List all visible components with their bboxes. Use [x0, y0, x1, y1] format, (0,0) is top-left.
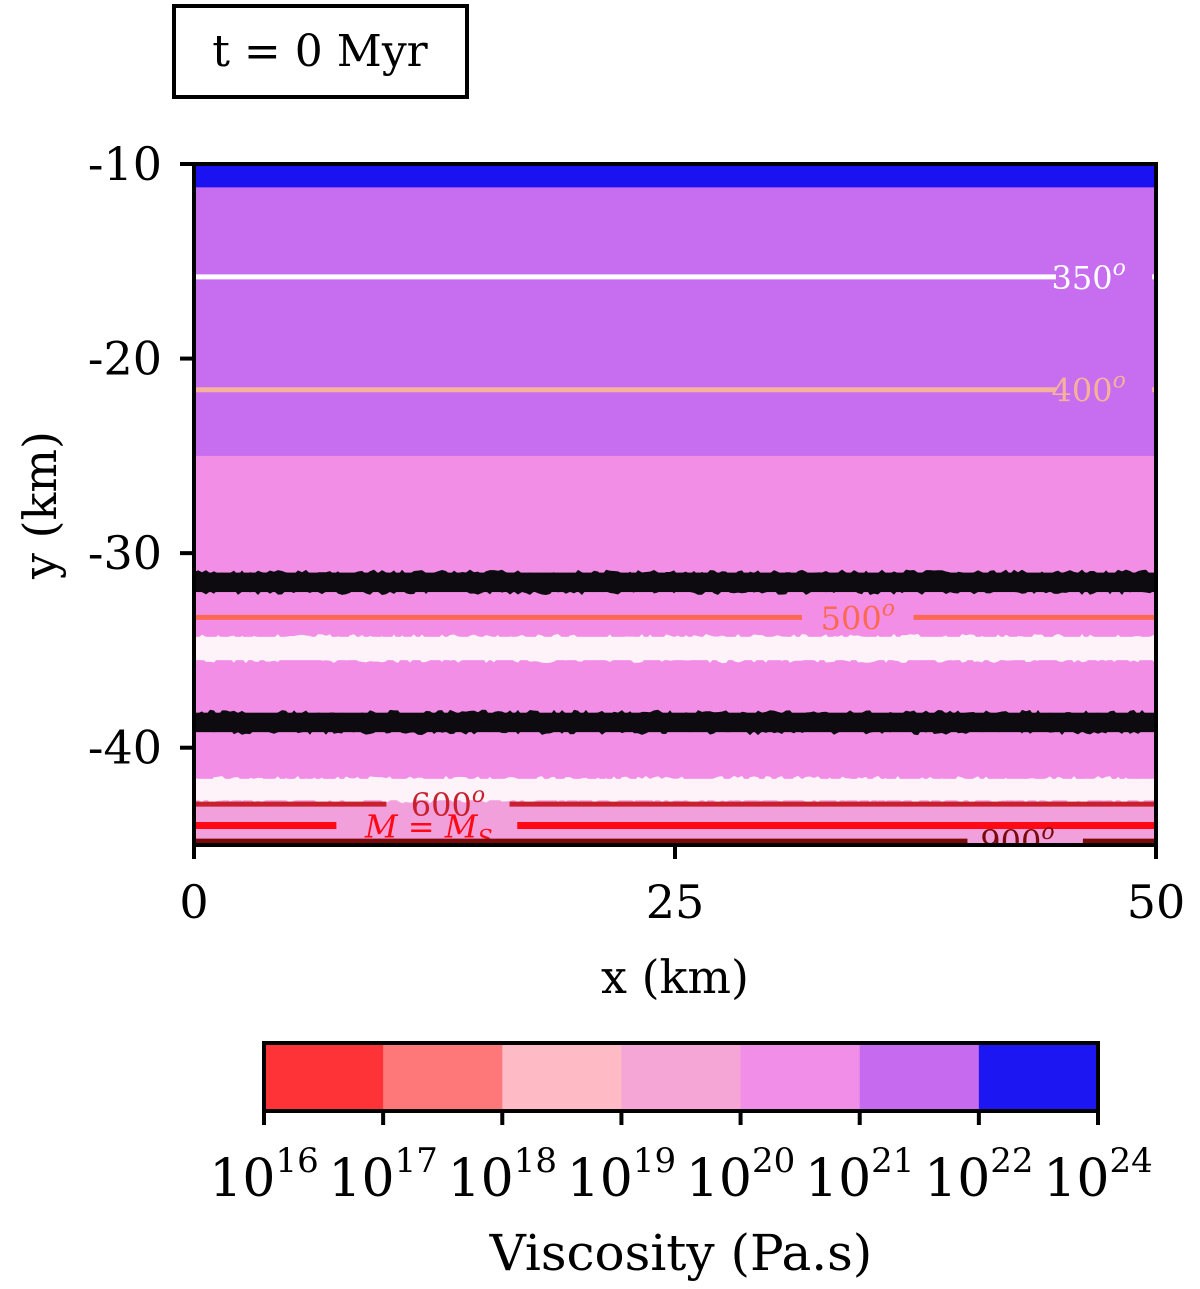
contour-label-900: 900o [980, 820, 1054, 861]
colorbar-tick-label: 1016 [209, 1141, 318, 1209]
colorbar-segment [740, 1043, 861, 1111]
colorbar-frame [262, 1041, 1100, 1113]
colorbar-tick-label: 1024 [1043, 1141, 1152, 1209]
colorbar-segment [264, 1043, 384, 1111]
layer-pink-a [194, 455, 1156, 574]
colorbar-segment [621, 1043, 742, 1111]
layer-edge-black-a [194, 569, 1154, 596]
layer-pink-c [194, 660, 1156, 714]
layer-pink-d [194, 732, 1156, 780]
layer-edge-white-a [194, 633, 1154, 664]
x-axis-label: x (km) [601, 950, 749, 1004]
layer-edge-white-b [194, 775, 1154, 804]
y-tick-label: -40 [88, 721, 162, 775]
y-tick-label: -10 [88, 137, 162, 191]
layer-edge-black-b [194, 709, 1154, 736]
x-tick-label: 25 [646, 875, 705, 929]
y-tick-label: -20 [88, 332, 162, 386]
layer-purple [194, 187, 1156, 457]
colorbar-tick-label: 1021 [805, 1141, 914, 1209]
colorbar-tick-label: 1017 [328, 1141, 437, 1209]
colorbar-tick-label: 1019 [567, 1141, 676, 1209]
layer-pink-b [194, 592, 1156, 638]
colorbar-tick-label: 1018 [448, 1141, 557, 1209]
colorbar-segment [978, 1043, 1099, 1111]
layer-blue [194, 164, 1156, 188]
y-tick-label: -30 [88, 526, 162, 580]
chart-title: t = 0 Myr [212, 26, 428, 77]
colorbar-segment [502, 1043, 622, 1111]
x-tick-label: 0 [179, 875, 208, 929]
colorbar-segment [383, 1043, 503, 1111]
y-axis-label: y (km) [13, 431, 67, 580]
colorbar [264, 1043, 1099, 1111]
colorbar-segment [859, 1043, 980, 1111]
colorbar-tick-label: 1020 [686, 1141, 795, 1209]
x-tick-label: 50 [1127, 875, 1186, 929]
colorbar-label: Viscosity (Pa.s) [489, 1224, 873, 1282]
colorbar-tick-label: 1022 [924, 1141, 1033, 1209]
title-box: t = 0 Myr [172, 4, 469, 99]
